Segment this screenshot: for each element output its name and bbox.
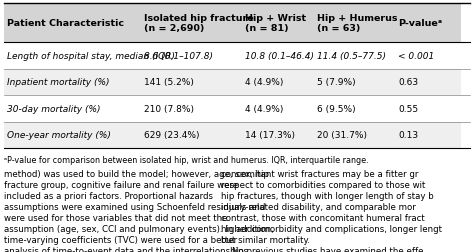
Bar [4, 4, 141, 43]
Bar [242, 43, 314, 69]
Bar [314, 69, 396, 96]
Text: concomitant wrist fractures may be a fitter gr
respect to comorbidities compared: concomitant wrist fractures may be a fit… [221, 169, 442, 252]
Text: 141 (5.2%): 141 (5.2%) [144, 78, 194, 87]
Bar [4, 122, 141, 149]
Text: 0.13: 0.13 [399, 131, 419, 140]
Text: 20 (31.7%): 20 (31.7%) [317, 131, 367, 140]
Text: 11.4 (0.5–77.5): 11.4 (0.5–77.5) [317, 52, 386, 60]
Bar [4, 96, 141, 122]
Bar [4, 69, 141, 96]
Text: 4 (4.9%): 4 (4.9%) [245, 105, 283, 113]
Text: One-year mortality (%): One-year mortality (%) [7, 131, 110, 140]
Text: 0.63: 0.63 [399, 78, 419, 87]
Text: Hip + Wrist
(n = 81): Hip + Wrist (n = 81) [245, 14, 306, 33]
Text: P-valueᵃ: P-valueᵃ [399, 19, 443, 28]
Text: 30-day mortality (%): 30-day mortality (%) [7, 105, 100, 113]
Bar [314, 122, 396, 149]
Bar [242, 4, 314, 43]
Text: 8.6 (0.1–107.8): 8.6 (0.1–107.8) [144, 52, 213, 60]
Bar [141, 69, 242, 96]
Bar [141, 4, 242, 43]
Text: Isolated hip fracture
(n = 2,690): Isolated hip fracture (n = 2,690) [144, 14, 254, 33]
Text: 10.8 (0.1–46.4): 10.8 (0.1–46.4) [245, 52, 313, 60]
Text: method) was used to build the model; however, age, sex, hip
fracture group, cogn: method) was used to build the model; how… [4, 169, 273, 252]
Bar [396, 4, 461, 43]
Text: Patient Characteristic: Patient Characteristic [7, 19, 124, 28]
Bar [314, 43, 396, 69]
Text: Inpatient mortality (%): Inpatient mortality (%) [7, 78, 109, 87]
Bar [242, 69, 314, 96]
Bar [314, 4, 396, 43]
Bar [396, 96, 461, 122]
Bar [242, 96, 314, 122]
Bar [141, 122, 242, 149]
Bar [4, 43, 141, 69]
Text: 6 (9.5%): 6 (9.5%) [317, 105, 356, 113]
Text: 4 (4.9%): 4 (4.9%) [245, 78, 283, 87]
Text: < 0.001: < 0.001 [399, 52, 435, 60]
Bar [141, 43, 242, 69]
Text: 629 (23.4%): 629 (23.4%) [144, 131, 200, 140]
Text: Hip + Humerus
(n = 63): Hip + Humerus (n = 63) [317, 14, 397, 33]
Bar [314, 96, 396, 122]
Text: Length of hospital stay, median (IQR): Length of hospital stay, median (IQR) [7, 52, 174, 60]
Text: 0.55: 0.55 [399, 105, 419, 113]
Bar [141, 96, 242, 122]
Text: ᵃP-value for comparison between isolated hip, wrist and humerus. IQR, interquart: ᵃP-value for comparison between isolated… [4, 155, 368, 164]
Bar [242, 122, 314, 149]
Text: 5 (7.9%): 5 (7.9%) [317, 78, 356, 87]
Bar [396, 43, 461, 69]
Bar [396, 69, 461, 96]
Bar [396, 122, 461, 149]
Text: 210 (7.8%): 210 (7.8%) [144, 105, 194, 113]
Text: 14 (17.3%): 14 (17.3%) [245, 131, 294, 140]
